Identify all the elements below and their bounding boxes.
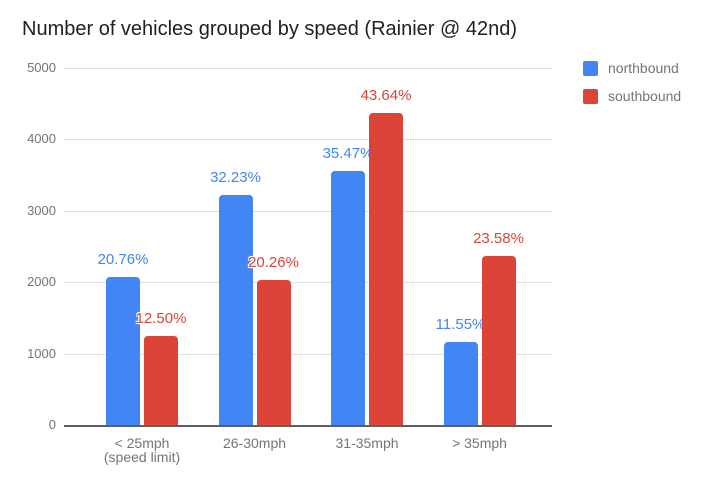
bar-northbound-31-35mph[interactable]: [331, 171, 365, 425]
data-label-southbound-31-35mph: 43.64%: [360, 86, 412, 104]
data-label-southbound-35mph: 23.58%: [473, 230, 524, 248]
x-tick-25mph-speed-limit: < 25mph (speed limit): [103, 435, 181, 465]
y-tick-0: 0: [48, 417, 56, 432]
bar-southbound-25mph-speed-limit[interactable]: [144, 335, 178, 425]
bar-northbound-35mph[interactable]: [443, 342, 478, 425]
gridline-4000: [64, 139, 552, 140]
x-tick-31-35mph: 31-35mph: [335, 435, 399, 451]
gridline-2000: [64, 282, 552, 283]
data-label-northbound-25mph-speed-limit: 20.76%: [97, 250, 149, 268]
x-tick-35mph: > 35mph: [452, 435, 507, 451]
legend-swatch-southbound: [583, 89, 598, 104]
bar-southbound-26-30mph[interactable]: [256, 280, 291, 425]
gridline-3000: [64, 210, 552, 212]
gridline-1000: [64, 353, 552, 355]
bar-southbound-35mph[interactable]: [481, 256, 516, 425]
bar-southbound-31-35mph[interactable]: [369, 112, 403, 425]
x-tick-26-30mph: 26-30mph: [222, 435, 287, 451]
y-tick-2000: 2000: [27, 274, 56, 289]
data-label-southbound-26-30mph: 20.26%: [248, 254, 299, 272]
data-label-northbound-35mph: 11.55%: [435, 316, 486, 334]
y-tick-5000: 5000: [27, 59, 56, 75]
data-label-southbound-25mph-speed-limit: 12.50%: [135, 309, 187, 327]
x-axis-line: [64, 425, 552, 427]
data-label-northbound-31-35mph: 35.47%: [322, 145, 374, 163]
y-tick-3000: 3000: [27, 202, 56, 218]
chart-title: Number of vehicles grouped by speed (Rai…: [22, 18, 518, 40]
gridline-5000: [64, 67, 552, 69]
y-tick-1000: 1000: [27, 345, 56, 361]
data-label-northbound-26-30mph: 32.23%: [210, 168, 261, 186]
legend-swatch-northbound: [583, 61, 598, 76]
legend-label-southbound: southbound: [608, 88, 682, 104]
legend-label-northbound: northbound: [608, 60, 679, 76]
bar-northbound-25mph-speed-limit[interactable]: [106, 276, 140, 425]
bar-northbound-26-30mph[interactable]: [218, 194, 253, 425]
y-tick-4000: 4000: [27, 131, 56, 146]
